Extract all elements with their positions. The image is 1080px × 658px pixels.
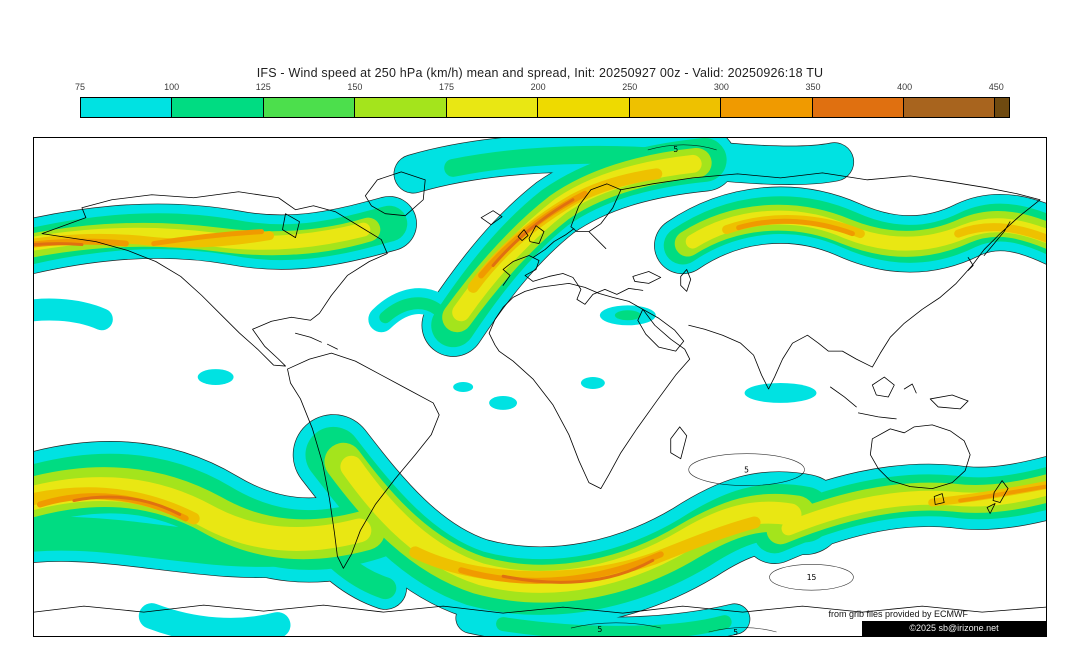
coastline-south-america <box>287 352 440 569</box>
coastline-asia <box>620 172 1041 420</box>
legend-seg-350 <box>811 98 903 117</box>
coastline-australia <box>869 424 1009 514</box>
legend-seg-175 <box>445 98 538 117</box>
legend-seg-250 <box>628 98 721 117</box>
contour-label: 5 <box>597 625 602 634</box>
legend-tick: 175 <box>438 82 455 92</box>
coastline-north-america <box>41 171 503 367</box>
legend-seg-450 <box>994 98 1009 117</box>
contour-label: 5 <box>733 628 738 636</box>
legend-seg-300 <box>720 98 812 117</box>
coastline-europe <box>502 183 692 305</box>
legend: 75 100 125 150 175 200 250 300 350 400 450 <box>75 82 1010 118</box>
legend-tick: 450 <box>988 82 1004 92</box>
map-frame: 5 5 15 5 5 from grib files provided by ECMWF… <box>33 137 1047 637</box>
legend-tick: 100 <box>164 82 180 92</box>
legend-seg-125 <box>262 98 355 117</box>
legend-seg-400 <box>902 98 995 117</box>
legend-tick: 400 <box>897 82 913 92</box>
coastline-africa <box>488 283 691 489</box>
coastline-antarctica <box>34 604 1046 614</box>
legend-tick: 300 <box>713 82 729 92</box>
legend-tick: 75 <box>74 82 86 92</box>
legend-tick: 150 <box>347 82 363 92</box>
legend-tick: 350 <box>805 82 821 92</box>
page-title: IFS - Wind speed at 250 hPa (km/h) mean … <box>256 66 824 80</box>
legend-bar <box>80 97 1010 118</box>
legend-tick: 200 <box>530 82 546 92</box>
legend-seg-100 <box>171 98 263 117</box>
attribution-text: from grib files provided by ECMWF <box>828 609 968 619</box>
contour-labels: 5 5 15 5 5 <box>597 145 816 636</box>
copyright-bar: ©2025 sb@irizone.net <box>862 621 1046 636</box>
coastlines <box>34 171 1046 614</box>
legend-seg-150 <box>354 98 446 117</box>
legend-seg-200 <box>537 98 629 117</box>
legend-seg-75 <box>81 98 172 117</box>
contour-label: 15 <box>807 573 817 582</box>
world-map: 5 5 15 5 5 <box>34 138 1046 636</box>
contour-label: 5 <box>673 145 678 154</box>
legend-tick: 125 <box>255 82 271 92</box>
spread-contours <box>570 144 854 633</box>
contour-label: 5 <box>744 466 749 475</box>
band-level-350 <box>34 198 655 584</box>
legend-ticks: 75 100 125 150 175 200 250 300 350 400 450 <box>75 82 1010 97</box>
wind-speed-bands <box>34 138 1046 636</box>
legend-tick: 250 <box>622 82 638 92</box>
